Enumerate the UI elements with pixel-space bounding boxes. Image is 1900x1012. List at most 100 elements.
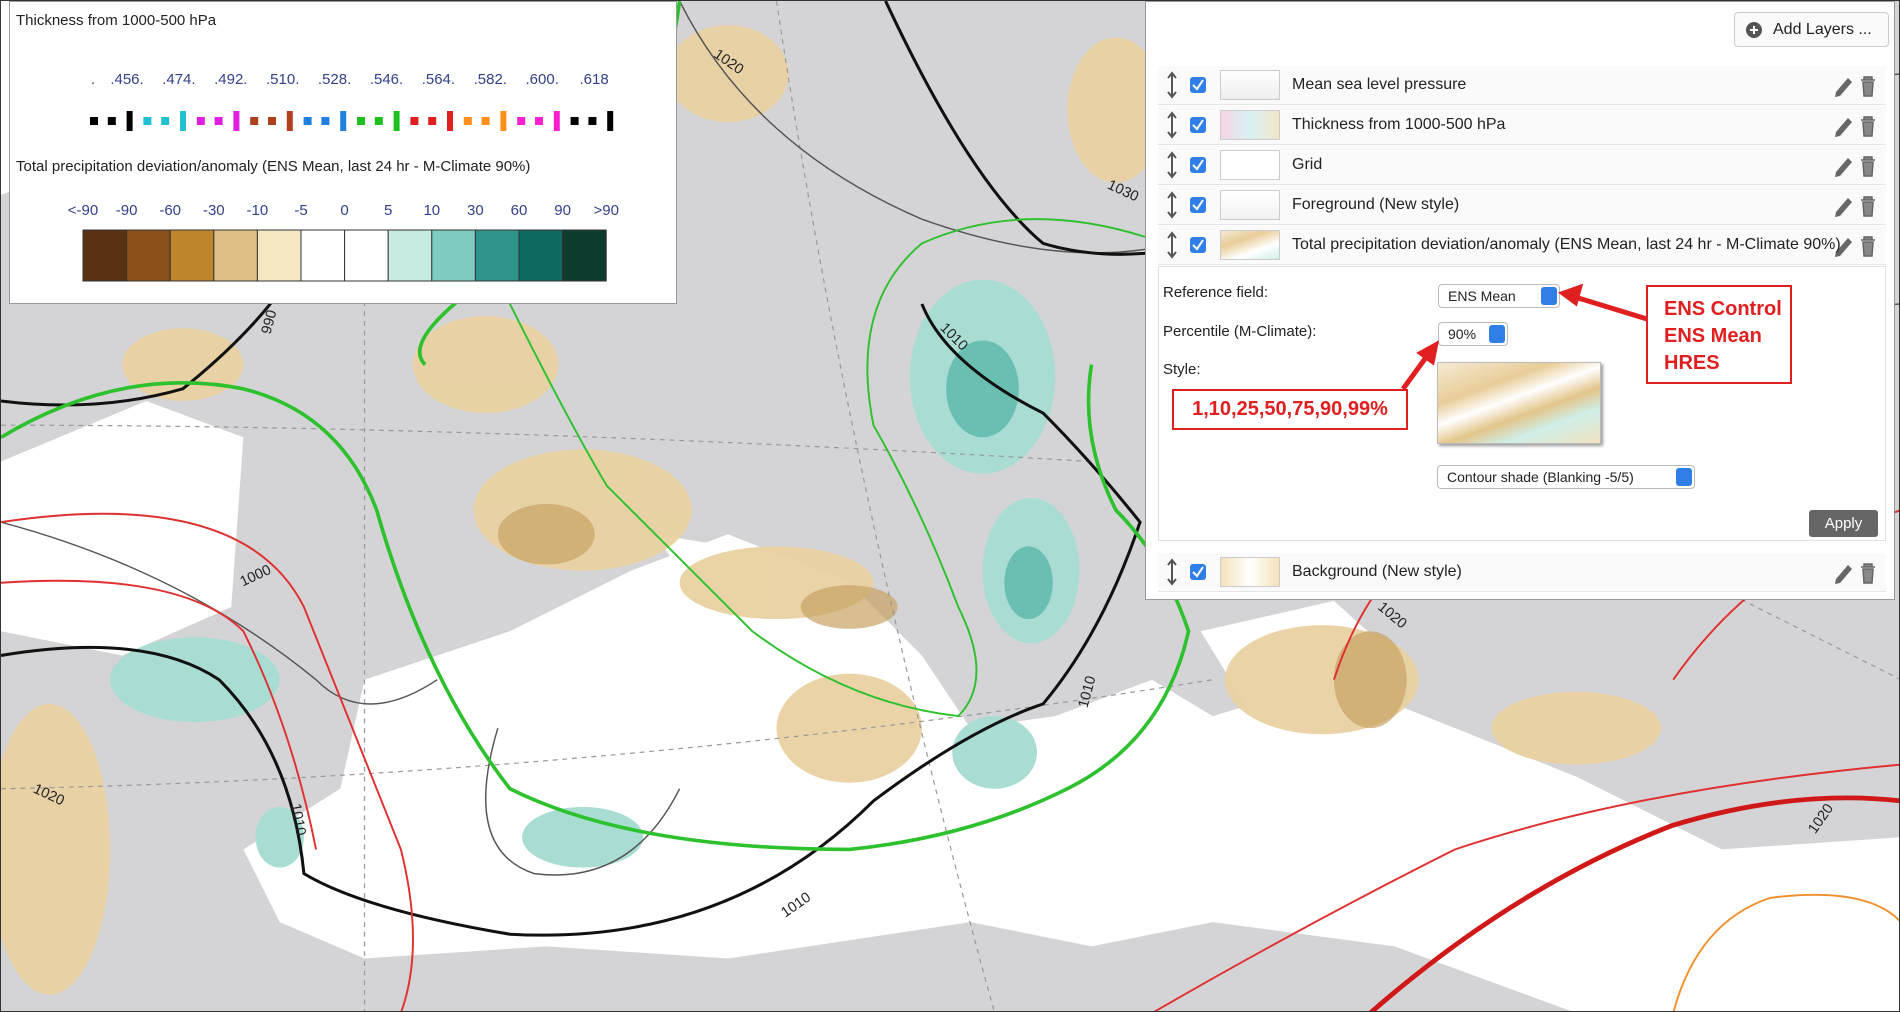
row-controls: [1167, 231, 1875, 259]
checkbox[interactable]: [1190, 237, 1206, 253]
layer-row: Thickness from 1000-500 hPa: [1158, 106, 1886, 145]
red-contour-bold: [1368, 795, 1899, 1011]
layer-thumbnail: [1220, 557, 1280, 587]
precip-label: 60: [510, 202, 528, 219]
row-controls: [1167, 191, 1875, 219]
thickness-swatch: [107, 117, 116, 125]
thickness-label: .: [90, 71, 96, 88]
percentile-select[interactable]: 90%: [1438, 322, 1508, 346]
precip-swatch: [562, 229, 607, 282]
reference-value: ENS Mean: [1448, 288, 1516, 304]
edit-icon[interactable]: [1835, 238, 1852, 257]
checkmark: [1192, 79, 1204, 91]
layer-row: Background (New style): [1158, 553, 1886, 592]
precip-label: -90: [115, 202, 138, 219]
checkmark: [1192, 159, 1204, 171]
thickness-label: .492.: [214, 71, 248, 88]
precip-label: 30: [467, 202, 484, 219]
layer-thumbnail: [1220, 70, 1280, 100]
style-label: Style:: [1163, 361, 1201, 378]
select-arrow: [1541, 287, 1557, 305]
checkbox[interactable]: [1190, 564, 1206, 580]
reference-select[interactable]: ENS Mean: [1438, 284, 1560, 308]
thickness-swatch: [410, 117, 419, 125]
legend-title: Thickness from 1000-500 hPa: [16, 12, 217, 29]
thickness-swatch: [286, 111, 293, 131]
apply-button[interactable]: Apply: [1809, 510, 1878, 537]
precip-label: -10: [246, 202, 269, 219]
edit-icon[interactable]: [1835, 158, 1852, 177]
thickness-swatch: [588, 117, 597, 125]
checkbox[interactable]: [1190, 77, 1206, 93]
layer-name: Background (New style): [1292, 563, 1462, 580]
delete-icon[interactable]: [1861, 76, 1875, 97]
percentile-callout: 1,10,25,50,75,90,99%: [1172, 389, 1408, 430]
drag-handle[interactable]: [1167, 111, 1177, 139]
edit-icon[interactable]: [1835, 198, 1852, 217]
thickness-swatches: [90, 111, 614, 131]
add-layers-button[interactable]: Add Layers ...: [1734, 12, 1889, 47]
checkbox[interactable]: [1190, 157, 1206, 173]
drag-handle[interactable]: [1167, 231, 1177, 259]
row-controls: [1167, 71, 1875, 99]
thickness-swatch: [340, 111, 347, 131]
thickness-swatch: [500, 111, 507, 131]
thickness-swatch: [463, 117, 472, 125]
precip-swatch: [256, 229, 302, 282]
precip-swatch: [82, 229, 128, 282]
thickness-label: .474.: [162, 71, 196, 88]
layer-thumbnail: [1220, 150, 1280, 180]
style-select[interactable]: Contour shade (Blanking -5/5): [1437, 465, 1695, 489]
drag-handle[interactable]: [1167, 151, 1177, 179]
drag-handle[interactable]: [1167, 191, 1177, 219]
select-arrow: [1676, 468, 1692, 486]
precip-label: 5: [384, 202, 393, 219]
layer-name: Mean sea level pressure: [1292, 76, 1467, 93]
thickness-label: .600.: [525, 71, 559, 88]
row-controls: [1167, 558, 1875, 586]
thickness-label: .564.: [421, 71, 456, 88]
drag-handle[interactable]: [1167, 71, 1177, 99]
delete-icon[interactable]: [1861, 563, 1875, 584]
edit-icon[interactable]: [1835, 118, 1852, 137]
layer-name: Foreground (New style): [1292, 196, 1460, 213]
thickness-swatch: [180, 111, 186, 131]
style-thumbnail[interactable]: [1437, 362, 1601, 444]
delete-icon[interactable]: [1861, 156, 1875, 177]
layer-name: Total precipitation deviation/anomaly (E…: [1292, 236, 1841, 253]
delete-icon[interactable]: [1861, 196, 1875, 217]
precip-swatch: [474, 229, 520, 282]
checkbox[interactable]: [1190, 197, 1206, 213]
callout-line: HRES: [1664, 352, 1720, 374]
wet-anomaly-strong: [946, 340, 1053, 620]
layer-row: Mean sea level pressure: [1158, 66, 1886, 105]
percentile-value: 90%: [1448, 326, 1477, 342]
checkbox[interactable]: [1190, 117, 1206, 133]
thickness-swatch: [570, 117, 579, 125]
thickness-swatch: [321, 117, 330, 125]
thickness-swatch: [196, 117, 205, 125]
drag-handle[interactable]: [1167, 558, 1177, 586]
precip-swatch: [387, 229, 433, 282]
thickness-swatch: [428, 117, 437, 125]
precip-label: 10: [423, 202, 441, 219]
delete-icon[interactable]: [1861, 116, 1875, 137]
layer-row: Grid: [1158, 146, 1886, 185]
layer-name: Grid: [1292, 156, 1323, 173]
layer-name: Thickness from 1000-500 hPa: [1292, 116, 1506, 133]
precip-label: >90: [593, 202, 619, 219]
precip-label: 0: [340, 202, 349, 219]
add-icon: [1746, 21, 1762, 38]
checkmark: [1192, 239, 1204, 251]
delete-icon[interactable]: [1861, 236, 1875, 257]
thickness-swatch: [90, 117, 98, 125]
edit-icon[interactable]: [1835, 78, 1852, 97]
thickness-swatch: [250, 117, 259, 125]
edit-icon[interactable]: [1835, 565, 1852, 584]
precip-label: -60: [159, 202, 182, 219]
thickness-swatch: [481, 117, 490, 125]
row-controls: [1167, 151, 1875, 179]
thickness-swatch: [143, 117, 152, 125]
precip-swatch: [431, 229, 476, 282]
